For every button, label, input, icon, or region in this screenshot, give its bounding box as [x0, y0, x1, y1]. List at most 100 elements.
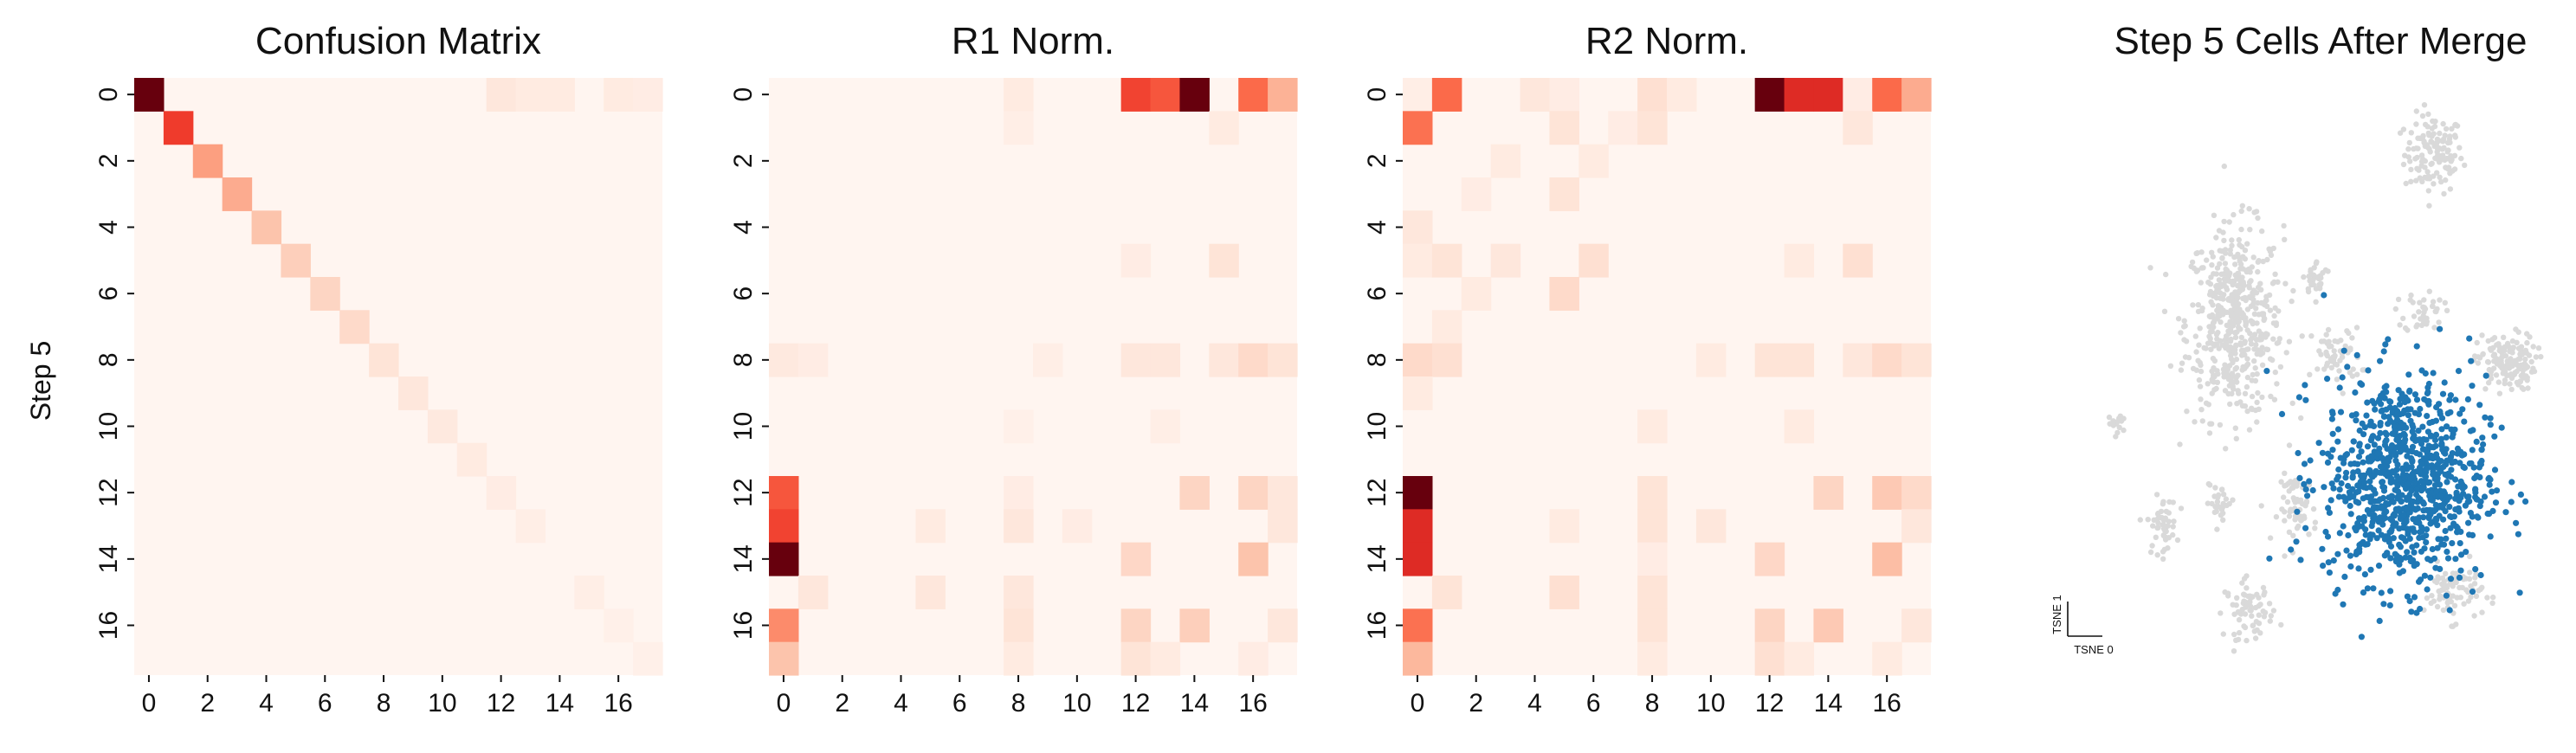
background-point — [2461, 601, 2467, 607]
heatmap-cell — [1754, 542, 1785, 576]
highlighted-point — [2326, 570, 2333, 576]
highlighted-point — [2440, 463, 2447, 471]
background-point — [2247, 331, 2253, 337]
highlighted-point — [2360, 589, 2367, 596]
background-point — [2232, 425, 2238, 431]
background-point — [2242, 256, 2248, 262]
highlighted-point — [2301, 460, 2308, 467]
heatmap-cell — [1843, 111, 1873, 145]
background-point — [2267, 618, 2273, 624]
highlighted-point — [2419, 486, 2426, 492]
highlighted-point — [2384, 445, 2391, 453]
highlighted-point — [2437, 408, 2444, 415]
highlighted-point — [2406, 388, 2413, 396]
heatmap-cell — [251, 210, 282, 245]
background-point — [2267, 307, 2274, 313]
background-point — [2198, 396, 2204, 402]
highlighted-point — [2370, 422, 2378, 429]
background-point — [2199, 306, 2205, 312]
y-tick-label: 12 — [94, 478, 123, 506]
highlighted-point — [2335, 466, 2342, 473]
background-point — [2237, 287, 2244, 294]
highlighted-point — [2491, 467, 2499, 473]
highlighted-point — [2452, 556, 2459, 563]
highlighted-point — [2373, 535, 2380, 542]
highlighted-point — [2439, 390, 2447, 397]
highlighted-point — [2468, 357, 2475, 364]
background-point — [2506, 372, 2512, 378]
highlighted-point — [2390, 499, 2397, 505]
heatmap-cell — [1784, 641, 1815, 676]
highlighted-point — [2358, 634, 2365, 640]
highlighted-point — [2415, 494, 2422, 501]
background-point — [2325, 268, 2331, 274]
background-point — [2504, 340, 2511, 347]
background-point — [2227, 251, 2233, 257]
background-point — [2233, 435, 2239, 441]
heatmap-cell — [769, 509, 799, 544]
background-point — [2213, 235, 2219, 241]
background-point — [2263, 303, 2270, 310]
heatmap-cell — [369, 343, 399, 377]
highlighted-point — [2388, 475, 2395, 482]
highlighted-point — [2479, 434, 2486, 441]
background-point — [2250, 622, 2256, 628]
background-point — [2479, 609, 2485, 615]
highlighted-point — [2391, 511, 2398, 518]
background-point — [2198, 407, 2205, 413]
background-point — [2204, 257, 2210, 263]
background-point — [2242, 390, 2249, 396]
background-point — [2251, 346, 2257, 352]
background-point — [2197, 325, 2203, 331]
background-point — [2485, 338, 2491, 344]
background-point — [2167, 363, 2174, 369]
background-point — [2442, 132, 2448, 138]
background-point — [2312, 519, 2319, 525]
background-point — [2524, 331, 2530, 337]
background-point — [2405, 146, 2411, 152]
highlighted-point — [2367, 566, 2374, 573]
background-point — [2328, 364, 2334, 371]
y-tick-label: 2 — [94, 153, 123, 168]
background-point — [2225, 278, 2231, 284]
background-point — [2205, 280, 2211, 286]
highlighted-point — [2324, 376, 2331, 383]
highlighted-point — [2444, 423, 2450, 430]
background-point — [2416, 309, 2422, 315]
background-point — [2515, 356, 2521, 363]
background-point — [2486, 366, 2492, 373]
heatmap-cell — [633, 78, 663, 112]
background-point — [2209, 376, 2215, 383]
background-point — [2395, 296, 2402, 303]
y-tick-label: 0 — [94, 87, 123, 102]
background-point — [2253, 619, 2260, 625]
y-axis-label: Step 5 — [25, 341, 56, 422]
background-point — [2231, 631, 2237, 638]
highlighted-point — [2367, 437, 2374, 444]
highlighted-point — [2454, 450, 2461, 457]
highlighted-point — [2433, 488, 2440, 496]
background-point — [2147, 265, 2153, 271]
y-tick-label: 4 — [1363, 220, 1391, 235]
highlighted-point — [2423, 436, 2430, 443]
background-point — [2443, 177, 2449, 183]
highlighted-point — [2322, 528, 2329, 536]
x-tick-label: 12 — [1121, 689, 1150, 718]
heatmap-cell — [1403, 608, 1433, 643]
heatmap-cell — [134, 78, 165, 112]
highlighted-point — [2437, 458, 2444, 465]
background-point — [2229, 370, 2236, 376]
background-point — [2258, 503, 2264, 509]
background-point — [2438, 178, 2444, 185]
background-point — [2441, 145, 2447, 151]
background-point — [2426, 176, 2433, 182]
highlighted-point — [2442, 471, 2449, 478]
highlighted-point — [2466, 531, 2473, 538]
x-tick-label: 6 — [1586, 689, 1601, 718]
highlighted-point — [2420, 455, 2427, 462]
background-point — [2408, 178, 2414, 184]
heatmap-cell — [1843, 343, 1873, 377]
background-point — [2281, 222, 2287, 229]
background-point — [2268, 613, 2274, 619]
highlighted-point — [2340, 523, 2347, 530]
